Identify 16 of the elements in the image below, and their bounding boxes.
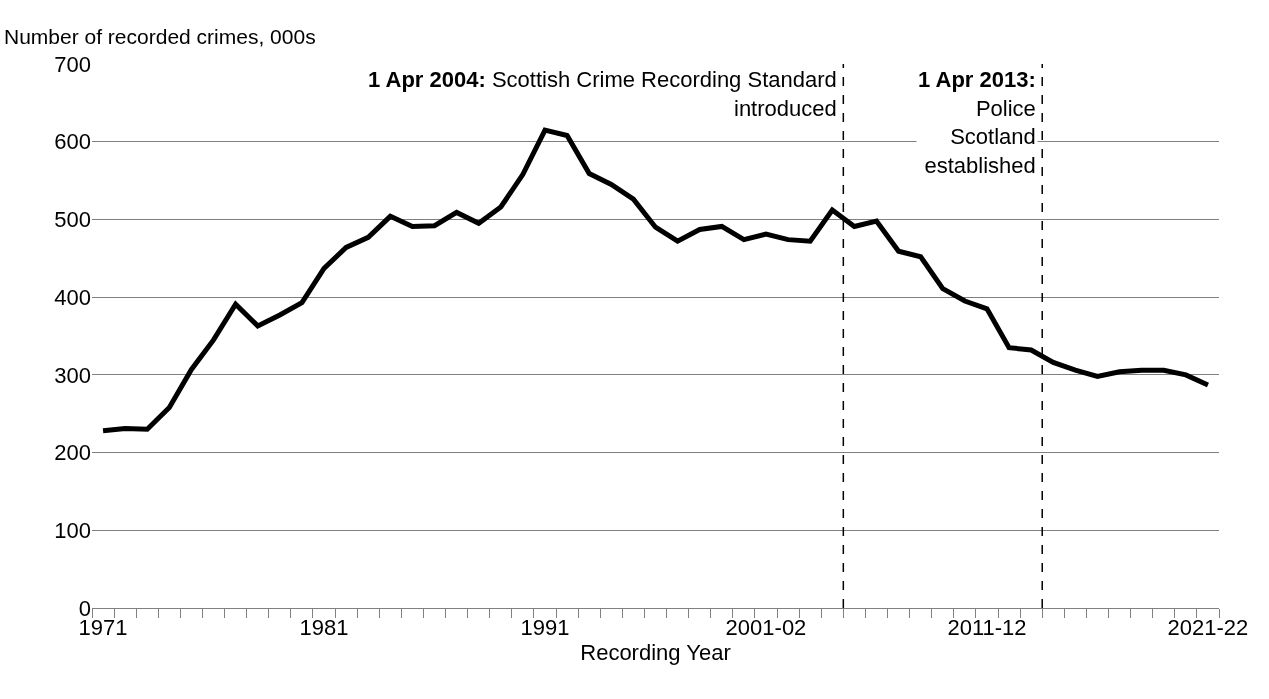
x-axis-title: Recording Year — [580, 640, 731, 666]
x-tick-label: 2001-02 — [725, 615, 807, 641]
y-axis-title: Number of recorded crimes, 000s — [4, 25, 316, 48]
y-tick-label: 200 — [54, 440, 91, 466]
ref-line-label: 1 Apr 2013: Police Scotland established — [918, 67, 1036, 178]
y-tick-label: 500 — [54, 207, 91, 233]
x-tick-label: 1981 — [299, 615, 349, 641]
y-tick-label: 600 — [54, 129, 91, 155]
x-tick-label: 2021-22 — [1167, 615, 1249, 641]
ref-line-label: 1 Apr 2004: Scottish Crime Recording Standard introduced — [368, 67, 837, 121]
y-tick-label: 300 — [54, 362, 91, 388]
y-tick-label: 400 — [54, 284, 91, 310]
y-tick-label: 700 — [54, 51, 91, 77]
x-tick-label: 1991 — [520, 615, 570, 641]
x-tick-label: 2011-12 — [947, 615, 1027, 641]
y-tick-label: 100 — [54, 517, 91, 543]
